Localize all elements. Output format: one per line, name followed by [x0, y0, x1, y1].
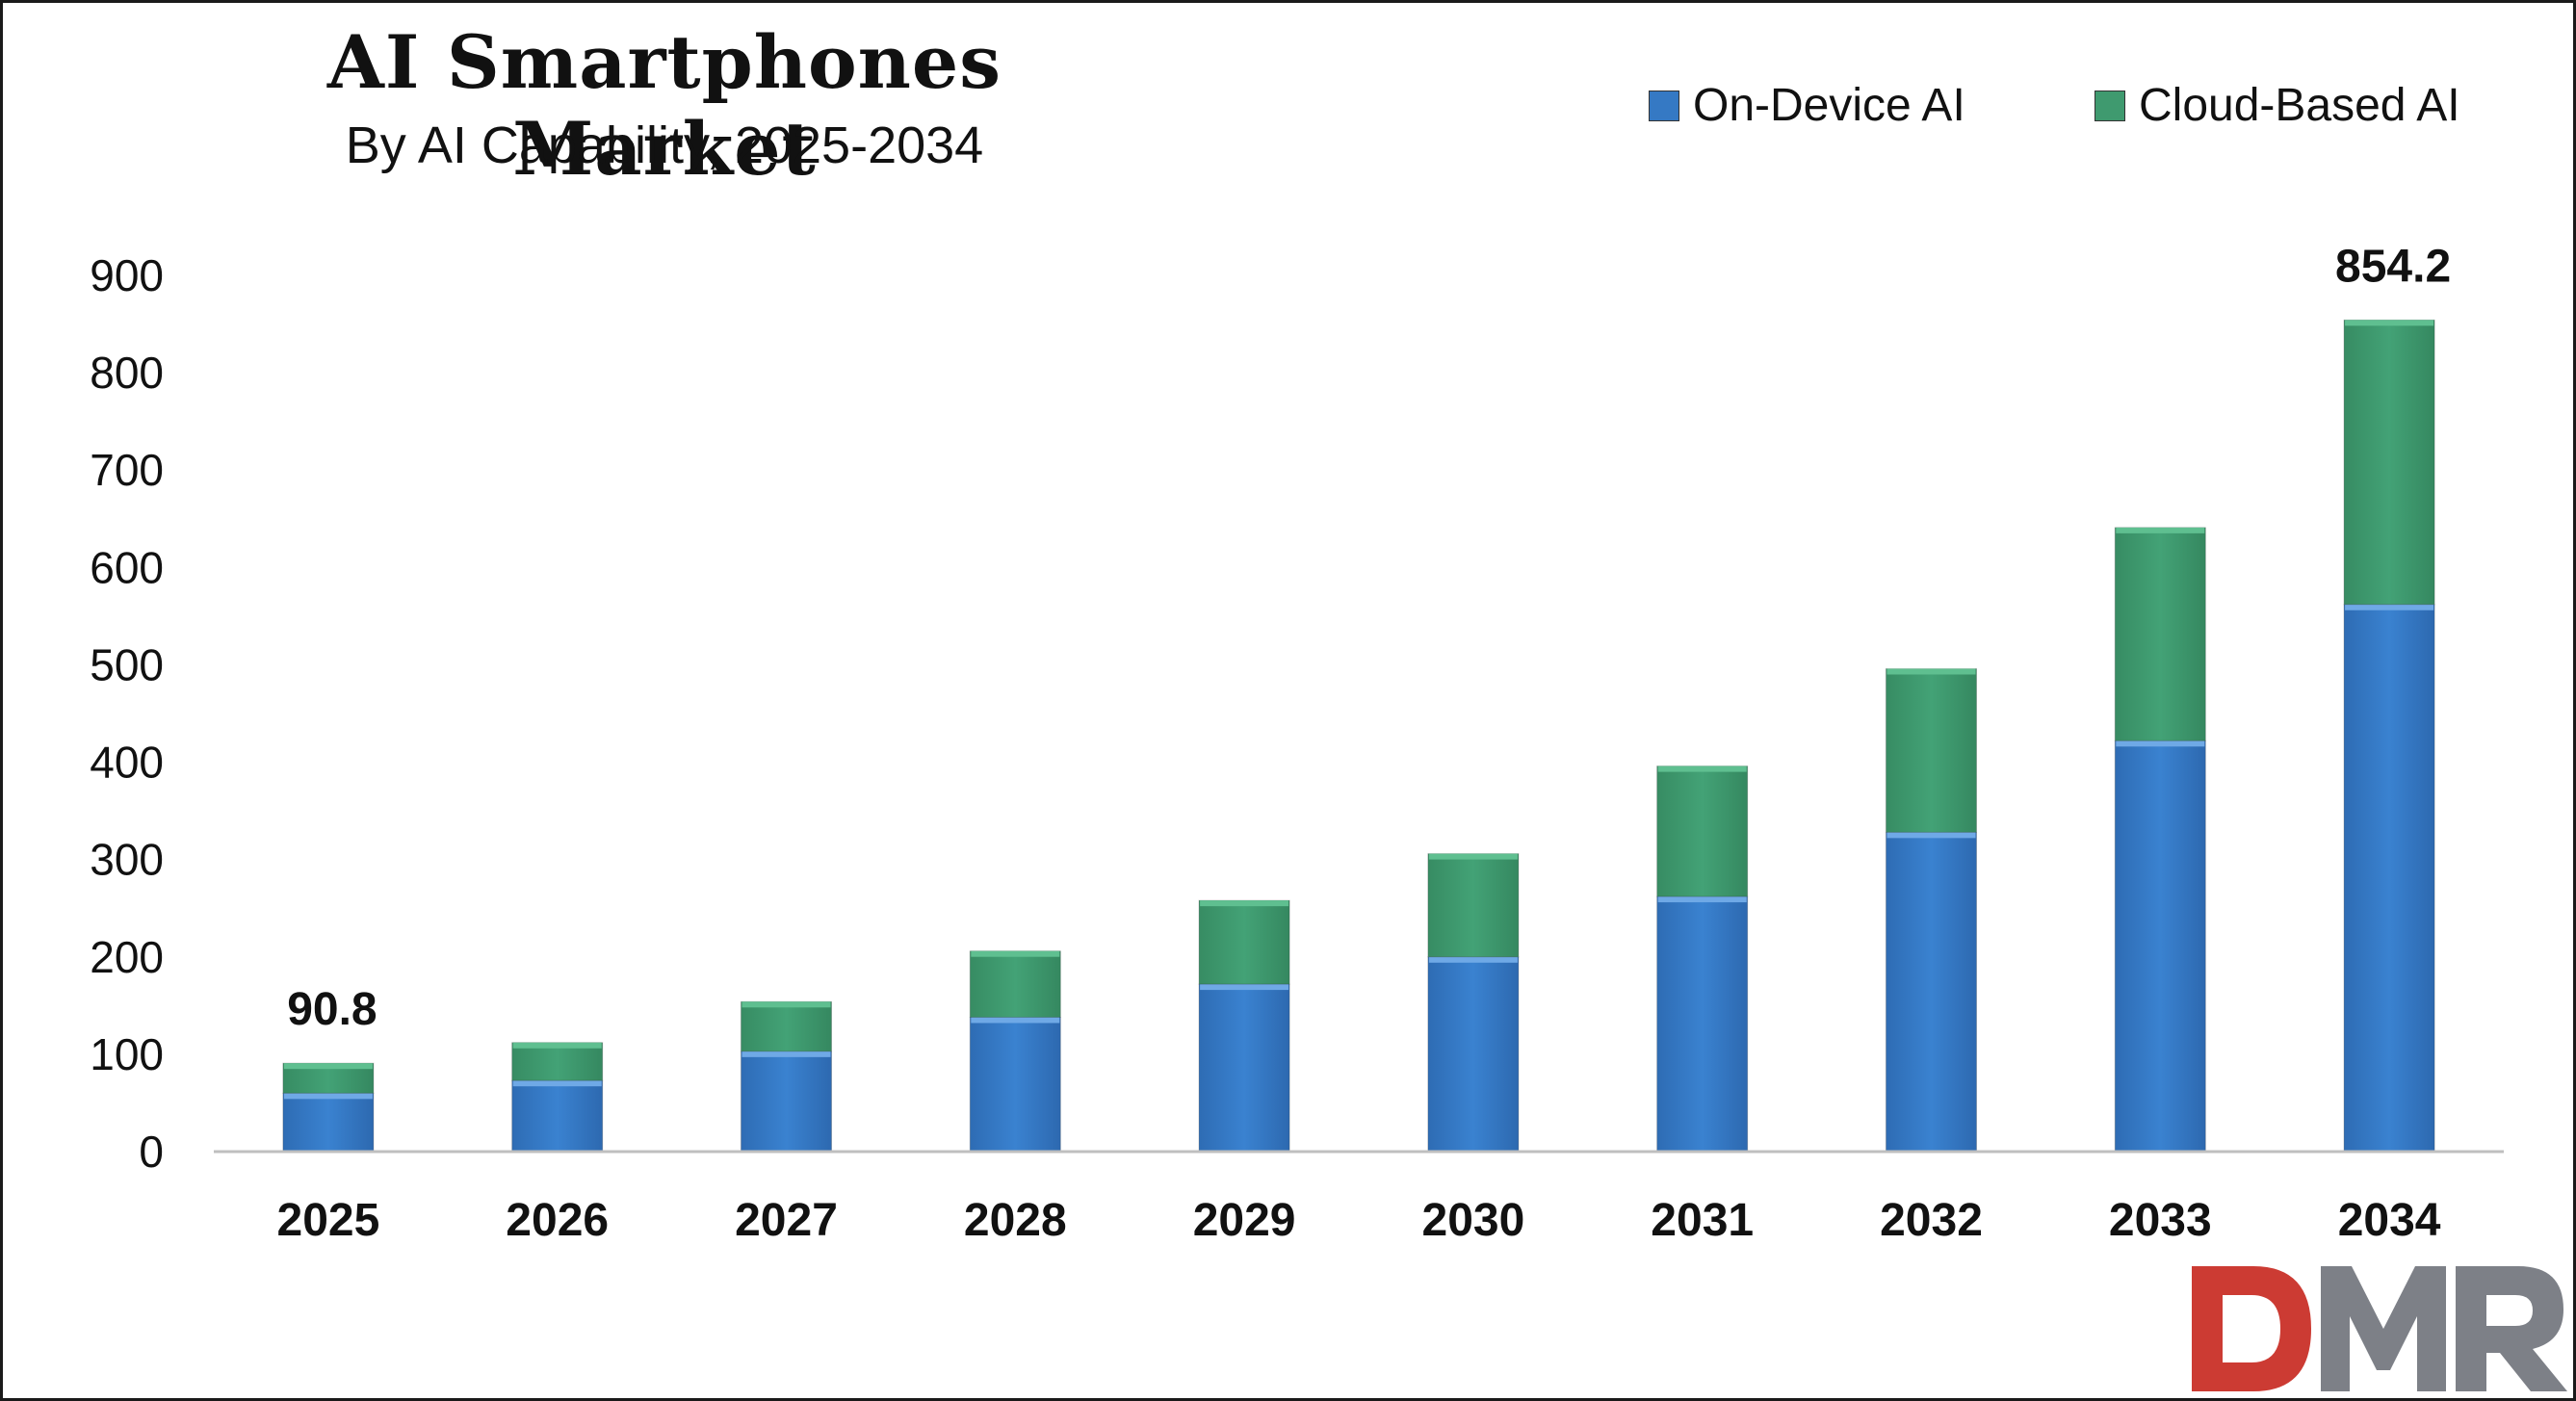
bar-on-device-ai-2032	[1886, 831, 1977, 1153]
bar-cloud-based-ai-2030	[1427, 853, 1520, 958]
bar-cloud-based-ai-2029	[1198, 899, 1290, 985]
bar-on-device-ai-2029	[1198, 983, 1290, 1153]
bar-cloud-based-ai-2034	[2343, 319, 2435, 606]
bar-bevel-2029-1	[1200, 900, 1289, 907]
legend-label-cloud-based: Cloud-Based AI	[2139, 80, 2460, 131]
bar-bevel-2030-1	[1428, 853, 1518, 860]
bar-bevel-2028-0	[971, 1017, 1060, 1024]
x-tick-label-2025: 2025	[277, 1195, 380, 1246]
y-tick-label: 800	[90, 348, 164, 398]
bar-bevel-2027-1	[742, 1001, 831, 1008]
bar-bevel-2026-1	[512, 1042, 602, 1049]
data-label-2034: 854.2	[2335, 241, 2451, 292]
legend-swatch-on-device	[1649, 90, 1679, 121]
bar-bevel-2032-0	[1886, 832, 1976, 839]
bar-cloud-based-ai-2027	[741, 1000, 832, 1052]
bar-on-device-ai-2033	[2114, 739, 2206, 1153]
legend-item-cloud-based: Cloud-Based AI	[2095, 79, 2460, 132]
bar-bevel-2034-1	[2345, 320, 2434, 326]
bar-cloud-based-ai-2028	[969, 950, 1061, 1018]
legend-item-on-device: On-Device AI	[1649, 79, 1965, 132]
x-tick-label-2031: 2031	[1651, 1195, 1754, 1246]
x-axis: 2025 2026 2027 2028 2029 2030 2031 2032 2033 2034	[277, 1195, 2441, 1246]
bar-on-device-ai-2030	[1427, 956, 1520, 1153]
legend-label-on-device: On-Device AI	[1693, 80, 1965, 131]
bar-bevel-2025-0	[283, 1093, 373, 1100]
y-tick-label: 0	[139, 1127, 164, 1177]
chart-title: AI Smartphones Market	[326, 19, 1002, 192]
dmr-logo	[2192, 1266, 2567, 1391]
bar-bevel-2030-0	[1428, 956, 1518, 963]
x-tick-label-2034: 2034	[2338, 1195, 2441, 1246]
x-tick-label-2027: 2027	[735, 1195, 838, 1246]
bars	[282, 319, 2435, 1153]
bar-bevel-2027-0	[742, 1051, 831, 1057]
data-labels: 90.8 854.2	[287, 241, 2451, 1035]
y-tick-label: 600	[90, 542, 164, 592]
bar-bevel-2033-1	[2116, 527, 2205, 533]
bar-cloud-based-ai-2032	[1886, 667, 1977, 833]
y-tick-label: 700	[90, 445, 164, 495]
y-tick-label: 100	[90, 1029, 164, 1079]
logo-letter-r	[2456, 1266, 2567, 1391]
bar-on-device-ai-2027	[741, 1051, 832, 1153]
bar-bevel-2029-0	[1200, 984, 1289, 991]
bar-bevel-2034-0	[2345, 604, 2434, 610]
bar-bevel-2031-0	[1657, 896, 1747, 903]
bar-cloud-based-ai-2033	[2114, 527, 2206, 741]
bar-bevel-2025-1	[283, 1063, 373, 1070]
legend-swatch-cloud-based	[2095, 90, 2125, 121]
y-tick-label: 400	[90, 738, 164, 788]
bar-cloud-based-ai-2031	[1656, 765, 1749, 897]
bar-on-device-ai-2025	[282, 1092, 375, 1153]
y-tick-label: 500	[90, 639, 164, 689]
bar-on-device-ai-2028	[969, 1016, 1061, 1153]
bar-bevel-2026-0	[512, 1080, 602, 1087]
data-label-2025: 90.8	[287, 984, 377, 1035]
bar-bevel-2031-1	[1657, 765, 1747, 772]
bar-bevel-2028-1	[971, 950, 1060, 957]
x-tick-label-2028: 2028	[964, 1195, 1067, 1246]
x-tick-label-2029: 2029	[1193, 1195, 1296, 1246]
bar-on-device-ai-2026	[511, 1079, 604, 1153]
bar-on-device-ai-2031	[1656, 895, 1749, 1153]
bar-bevel-2033-0	[2116, 740, 2205, 747]
y-tick-label: 200	[90, 932, 164, 982]
x-tick-label-2026: 2026	[506, 1195, 609, 1246]
bar-on-device-ai-2034	[2343, 604, 2435, 1153]
logo-letter-d	[2192, 1266, 2311, 1391]
x-tick-label-2033: 2033	[2109, 1195, 2212, 1246]
x-tick-label-2030: 2030	[1422, 1195, 1525, 1246]
y-tick-label: 300	[90, 835, 164, 885]
bar-cloud-based-ai-2026	[511, 1042, 604, 1081]
logo-letter-m	[2321, 1266, 2446, 1391]
y-tick-label: 900	[90, 250, 164, 300]
chart-subtitle: By AI Capability, 2025-2034	[345, 117, 984, 174]
bar-bevel-2032-1	[1886, 668, 1976, 675]
x-tick-label-2032: 2032	[1880, 1195, 1983, 1246]
y-axis: 0 100 200 300 400 500 600 700 800 900	[90, 250, 164, 1177]
